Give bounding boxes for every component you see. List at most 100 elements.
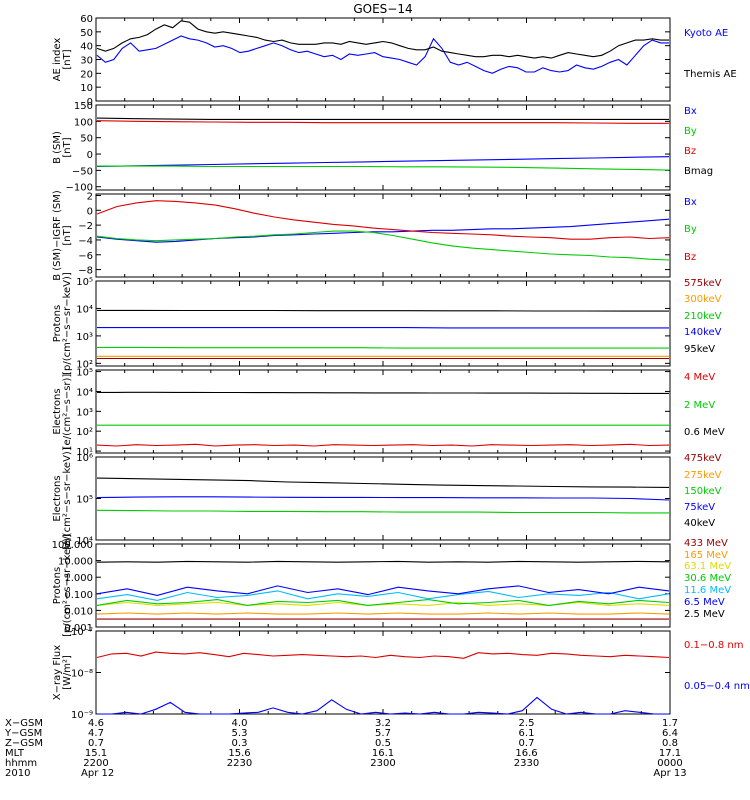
y-tick-label: 50 [80,28,93,39]
y-axis-title: Electrons [52,388,63,434]
legend-label: 63.1 MeV [684,561,731,572]
legend-label: Bmag [684,166,713,177]
ephemeris-row-label: Y−GSM [4,728,42,739]
ephemeris-row-label: MLT [5,748,25,759]
y-tick-label: 100.000 [52,540,93,551]
panel-8: 10⁻⁹ 10⁻⁸ 10⁻⁷ X−ray Flux [W/m²] 0.1−0.8 nm 0.… [52,627,750,721]
legend-label: Bx [684,106,697,117]
legend-label: 11.6 MeV [684,585,731,596]
series-line-6-3 [96,509,669,514]
ephemeris-value: Apr 13 [653,768,686,779]
y-tick-label: 10⁴ [76,536,93,547]
panel-1: 0 10 20 30 40 50 60 AE index [nT] Kyoto AE Themis … [52,14,737,108]
series-line-2-1 [96,156,670,168]
legend-label: Bx [684,197,697,208]
series-line-7-7 [96,560,670,563]
ephemeris-value: 6.4 [662,728,678,739]
series-line-3-2 [96,230,670,261]
y-axis-title: Electrons [52,475,63,521]
y-axis-title: X−ray Flux [52,645,63,700]
ephemeris-value: 16.1 [372,748,394,759]
y-tick-label: 10⁵ [76,495,93,506]
y-tick-label: 10⁴ [76,387,93,398]
y-tick-label: 1.000 [64,573,93,584]
ephemeris-value: 0000 [657,758,682,769]
legend-label: By [684,126,697,137]
ephemeris-value: 1.7 [662,718,678,729]
legend-label: 140keV [684,327,722,338]
legend-label: Kyoto AE [684,28,728,39]
series-line-6-4 [96,496,670,501]
ephemeris-value: 0.7 [88,738,104,749]
ephemeris-value: 16.6 [515,748,537,759]
ephemeris-value: 2230 [227,758,252,769]
series-line-3-1 [96,218,670,243]
y-tick-label: 0.010 [64,606,93,617]
series-line-7-6 [96,585,670,596]
ephemeris-value: 4.0 [232,718,248,729]
y-tick-label: 0 [87,206,93,217]
y-tick-label: 0 [87,97,93,108]
y-tick-label: 2 [87,191,93,202]
panel-frame [95,193,671,278]
legend-label: 575keV [684,278,722,289]
series-line-2-4 [96,117,669,120]
series-line-2-2 [97,165,670,171]
ephemeris-value: 5.7 [375,728,391,739]
y-tick-label: 10⁵ [76,277,93,288]
panel-4: 10² 10³ 10⁴ 10⁵ Protons [p/(cm²−s−sr−keV)] 575… [52,272,722,375]
y-axis-title: [p/(cm²−s−sr−keV)] [62,272,73,375]
series-line-6-5 [96,477,670,488]
series-line-5-3 [97,391,669,394]
ephemeris-value: 2330 [514,758,539,769]
y-axis-title: [nT] [62,49,73,69]
ephemeris-value: 4.7 [88,728,104,739]
ephemeris-value: 2300 [370,758,395,769]
y-axis-title: Protons [52,305,63,342]
y-axis-title: Protons [52,567,63,604]
y-tick-label: 40 [80,42,93,53]
ephemeris-row-label: 2010 [5,768,30,779]
legend-label: 210keV [684,311,722,322]
y-axis-title: [nT] [62,137,73,157]
y-axis-title: [W/m²] [62,655,73,690]
ephemeris-row-label: hhmm [5,758,37,769]
legend-label: 30.6 MeV [684,573,731,584]
y-tick-label: 10.000 [58,557,93,568]
panel-2: −100 −50 0 50 100 150 B (SM) [nT] Bx By Bz Bmag [52,101,713,194]
panel-7: 0.001 0.010 0.100 1.000 10.000 100.000 Protons… [52,534,732,637]
series-line-7-4 [96,599,670,606]
panel-frame [95,104,671,191]
y-axis-title: [p/(cm²−s−sr−keV)] [62,534,73,637]
ephemeris-value: 15.1 [85,748,107,759]
ephemeris-value: 0.3 [232,738,248,749]
legend-label: 275keV [684,470,722,481]
y-tick-label: 0.100 [64,590,93,601]
y-axis-title: [e/(cm²−s−sr−keV)] [62,447,73,550]
legend-label: Bz [684,146,696,157]
panel-6: 10⁴ 10⁵ 10⁶ Electrons [e/(cm²−s−sr−keV)] 475k… [52,447,722,550]
ephemeris-value: 0.5 [375,738,391,749]
y-axis-title: [nT] [62,225,73,245]
series-line-4-5 [97,309,669,312]
series-line-1-1 [96,35,669,74]
y-tick-label: 50 [80,134,93,145]
ephemeris-value: 4.6 [88,718,104,729]
y-tick-label: 10⁻⁷ [71,627,93,638]
y-tick-label: −2 [78,221,93,232]
panel-5: 10¹ 10² 10³ 10⁴ 10⁵ Electrons [e/(cm²−s−sr)] 4 … [52,368,725,459]
y-axis-title: [e/(cm²−s−sr)] [62,374,73,450]
panel-frame [95,17,671,102]
y-tick-label: 10⁵ [76,368,93,379]
y-tick-label: 20 [80,69,93,80]
ephemeris-value: 17.1 [659,748,681,759]
y-tick-label: −50 [72,166,93,177]
x-axis-ephemeris: X−GSMY−GSMZ−GSMMLThhmm20104.64.70.715.12… [4,718,687,779]
y-tick-label: 150 [74,101,93,112]
figure-title: GOES−14 [353,2,412,16]
ephemeris-value: 2.5 [519,718,535,729]
legend-label: By [684,224,697,235]
series-line-1-2 [96,20,669,59]
legend-label: 6.5 MeV [684,597,725,608]
y-axis-title: B (SM) [52,131,63,164]
